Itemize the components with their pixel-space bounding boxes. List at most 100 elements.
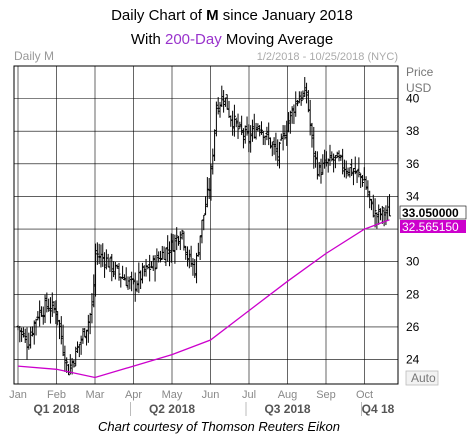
price-bar — [240, 115, 244, 136]
moving-average-layer — [17, 219, 390, 379]
price-bar — [342, 159, 346, 178]
price-bar — [261, 131, 265, 145]
moving-average-highlight: 200-Day — [165, 31, 222, 48]
price-bar — [270, 141, 274, 157]
price-bar — [308, 99, 312, 136]
price-bar — [252, 113, 256, 139]
price-bar — [299, 91, 303, 106]
price-bar — [200, 219, 204, 244]
price-bar — [155, 248, 159, 269]
price-bar — [250, 119, 254, 142]
price-bar — [50, 292, 54, 317]
price-bar — [276, 139, 280, 167]
price-bar — [339, 154, 343, 161]
auto-scale-button[interactable] — [405, 370, 439, 386]
price-bar — [202, 214, 206, 231]
price-bar — [324, 151, 328, 167]
price-bar — [283, 125, 287, 140]
x-tick-label: May — [162, 389, 183, 401]
price-bar — [259, 121, 263, 135]
price-bar — [166, 235, 170, 262]
price-bar — [245, 116, 249, 136]
price-bar — [362, 167, 366, 181]
price-bar — [247, 124, 251, 153]
chart-title-line-1: Daily Chart of M since January 2018 — [111, 7, 353, 24]
price-bar — [130, 271, 134, 292]
price-bar — [108, 257, 112, 273]
price-bar — [83, 328, 87, 338]
price-bar — [167, 241, 171, 267]
price-bar — [297, 91, 301, 104]
price-bar — [70, 357, 74, 375]
price-bar — [63, 345, 67, 372]
price-bar — [330, 151, 334, 162]
price-bar — [59, 316, 63, 345]
x-tick-label: Jul — [242, 389, 256, 401]
price-bar — [366, 180, 370, 198]
price-bar — [149, 261, 153, 269]
plot-area-border — [13, 65, 399, 385]
price-bar — [54, 300, 58, 325]
price-bar — [38, 300, 42, 327]
price-bar — [279, 133, 283, 141]
price-bar — [131, 278, 135, 285]
quarter-label: Q1 2018 — [33, 402, 79, 416]
price-bar — [164, 247, 168, 267]
price-bar — [355, 169, 359, 184]
price-bar — [36, 311, 40, 321]
price-bar — [81, 328, 85, 344]
price-bar — [204, 196, 208, 216]
price-bar — [173, 234, 177, 264]
price-bar — [196, 242, 200, 257]
price-bar — [113, 261, 117, 280]
price-bar — [310, 122, 314, 148]
price-bar — [278, 141, 282, 169]
price-bar — [373, 198, 377, 228]
x-tick-label: Oct — [356, 389, 373, 401]
price-bar — [23, 328, 27, 343]
x-tick-label: Jun — [202, 389, 220, 401]
price-bar — [144, 258, 148, 277]
price-bar — [140, 262, 144, 284]
price-bar — [85, 329, 89, 346]
y-tick-label: 24 — [406, 353, 420, 367]
price-bar — [32, 320, 36, 345]
price-bar — [66, 364, 70, 376]
price-bar — [27, 332, 31, 350]
price-bar — [288, 110, 292, 134]
price-bar — [74, 346, 78, 367]
price-bar — [386, 196, 390, 221]
quarter-label: Q2 2018 — [149, 402, 195, 416]
price-bar — [326, 158, 330, 173]
price-bar — [39, 306, 43, 317]
price-bar — [211, 148, 215, 175]
price-bar — [137, 262, 141, 294]
price-bar — [112, 261, 116, 278]
quarter-label: Q3 2018 — [264, 402, 310, 416]
price-bar — [193, 259, 197, 278]
price-bar — [47, 298, 51, 312]
price-bar — [258, 124, 262, 137]
price-bar — [314, 150, 318, 168]
price-bar — [214, 101, 218, 137]
price-bar — [254, 122, 258, 140]
price-bars — [16, 77, 392, 376]
currency-label: USD — [406, 81, 432, 95]
x-tick-label: Jan — [9, 389, 27, 401]
price-bar — [382, 207, 386, 227]
price-bar — [305, 82, 309, 104]
price-bar — [388, 194, 392, 217]
x-tick-label: Sep — [316, 389, 336, 401]
price-bar — [175, 227, 179, 251]
price-bar — [48, 297, 52, 324]
price-bar — [351, 168, 355, 186]
price-bar — [344, 160, 348, 179]
quarter-labels: Q1 2018 Q2 2018 Q3 2018 Q4 18 — [33, 402, 395, 416]
price-bar — [377, 204, 381, 225]
price-bar — [57, 319, 61, 340]
price-bar — [16, 325, 20, 331]
price-bar — [317, 161, 321, 177]
price-bar — [368, 190, 372, 209]
price-bar — [281, 125, 285, 151]
